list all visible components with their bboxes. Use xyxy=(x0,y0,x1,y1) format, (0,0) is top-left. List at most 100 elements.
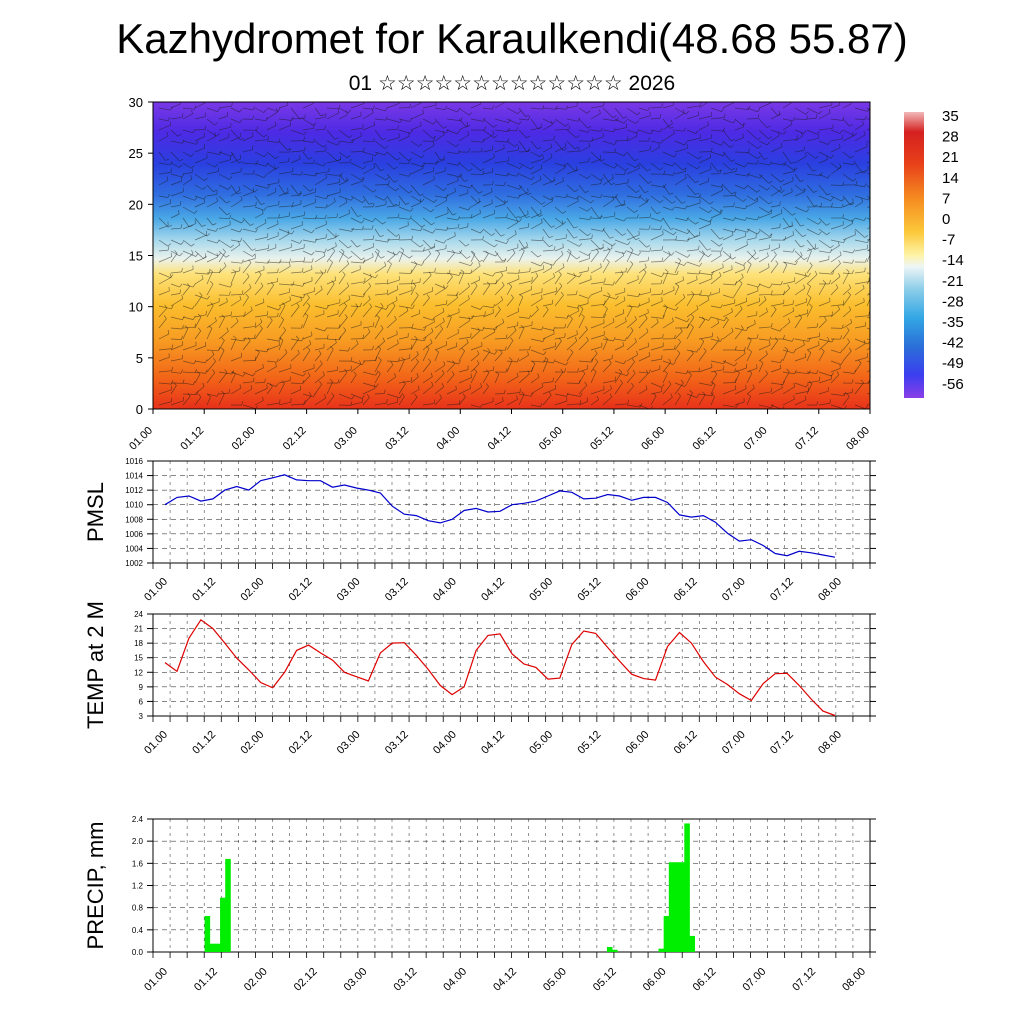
wind-barb xyxy=(866,107,870,112)
wind-barb xyxy=(554,266,565,274)
wind-barb xyxy=(458,134,469,142)
wind-barb xyxy=(470,330,480,340)
wind-barb-flag xyxy=(829,248,833,253)
wind-barb xyxy=(602,173,612,185)
wind-barb-flag xyxy=(395,233,400,237)
wind-barb xyxy=(230,338,245,342)
wind-barb xyxy=(302,343,312,351)
wind-barb xyxy=(182,113,193,120)
wind-barb xyxy=(554,223,564,230)
wind-barb xyxy=(686,114,699,120)
wind-barb-flag xyxy=(274,187,277,192)
y-tick-label: 15 xyxy=(134,654,143,663)
wind-barb-flag xyxy=(208,270,211,275)
wind-barb-flag xyxy=(443,361,446,366)
wind-barb-flag xyxy=(342,271,346,275)
wind-barb xyxy=(362,151,376,157)
wind-barb xyxy=(626,361,635,373)
wind-barb xyxy=(170,180,182,186)
wind-barb xyxy=(494,352,503,362)
wind-barb xyxy=(266,338,280,342)
wind-barb xyxy=(710,369,724,373)
wind-barb-flag xyxy=(878,145,881,148)
wind-barb xyxy=(422,253,431,263)
wind-barb xyxy=(446,107,458,113)
wind-barb-flag xyxy=(346,282,350,287)
wind-barb-flag xyxy=(783,261,788,265)
wind-barb xyxy=(158,272,171,279)
wind-barb xyxy=(638,149,651,153)
wind-barb-flag xyxy=(203,143,206,148)
wind-barb xyxy=(494,184,505,186)
wind-barb xyxy=(494,275,504,285)
wind-barb-flag xyxy=(254,322,257,327)
wind-barb-flag xyxy=(650,130,654,135)
wind-barb xyxy=(182,239,192,247)
wind-barb xyxy=(602,396,613,406)
wind-barb-flag xyxy=(480,383,483,388)
wind-barb-flag xyxy=(662,334,664,339)
y-tick-label: 18 xyxy=(134,639,143,648)
wind-barb-flag xyxy=(584,190,589,194)
wind-barb xyxy=(698,239,708,251)
wind-barb-flag xyxy=(709,153,712,158)
wind-barb-flag xyxy=(757,114,760,119)
wind-barb xyxy=(278,319,285,329)
wind-barb-flag xyxy=(478,191,483,194)
wind-barb xyxy=(566,195,577,200)
wind-barb-flag xyxy=(625,267,627,272)
wind-barb-flag xyxy=(397,213,400,218)
wind-barb xyxy=(794,371,809,375)
wind-barb xyxy=(746,337,758,340)
wind-barb-flag xyxy=(300,324,303,329)
wind-barb xyxy=(170,129,178,137)
wind-barb xyxy=(182,206,195,214)
wind-barb xyxy=(266,168,276,175)
wind-barb-flag xyxy=(348,209,350,214)
wind-barb xyxy=(218,371,233,375)
wind-barb xyxy=(278,383,285,395)
wind-barb-flag xyxy=(191,305,195,310)
x-tick-label: 02.12 xyxy=(287,729,315,757)
wind-barb xyxy=(830,304,844,307)
x-tick-label: 06.00 xyxy=(624,576,652,604)
wind-barb-flag xyxy=(771,322,773,327)
wind-barb-flag xyxy=(168,224,172,228)
wind-barb-flag xyxy=(759,174,763,179)
wind-barb-flag xyxy=(440,325,443,330)
wind-barb xyxy=(710,291,720,296)
wind-barb xyxy=(614,321,627,329)
wind-barb xyxy=(458,286,470,296)
wind-barb-flag xyxy=(518,269,521,274)
wind-barb-flag xyxy=(860,379,864,384)
wind-barb xyxy=(386,360,399,362)
wind-barb-flag xyxy=(377,345,381,349)
wind-barb xyxy=(242,250,253,257)
wind-barb-flag xyxy=(627,241,631,246)
wind-barb-flag xyxy=(631,358,635,362)
wind-barb-flag xyxy=(384,145,389,149)
wind-barb-flag xyxy=(769,284,772,289)
wind-barb xyxy=(518,393,532,397)
wind-barb xyxy=(854,362,862,373)
wind-barb-flag xyxy=(419,244,424,248)
wind-barb xyxy=(650,147,660,153)
wind-barb xyxy=(278,291,290,296)
wind-barb xyxy=(350,239,358,248)
wind-barb xyxy=(650,337,663,340)
wind-barb xyxy=(182,178,193,186)
wind-barb xyxy=(806,137,819,142)
wind-barb xyxy=(446,227,459,230)
x-tick-label: 02.12 xyxy=(281,425,309,453)
y-tick-label: 0 xyxy=(136,402,143,417)
wind-barb xyxy=(326,201,336,208)
wind-barb xyxy=(158,305,172,310)
wind-barb xyxy=(470,386,482,395)
wind-barb xyxy=(398,162,409,165)
wind-barb xyxy=(350,281,365,285)
wind-barb-flag xyxy=(416,373,419,377)
wind-barb-flag xyxy=(773,251,777,255)
wind-barb-flag xyxy=(564,324,567,328)
wind-barb xyxy=(434,321,445,329)
wind-barb-flag xyxy=(376,314,380,318)
